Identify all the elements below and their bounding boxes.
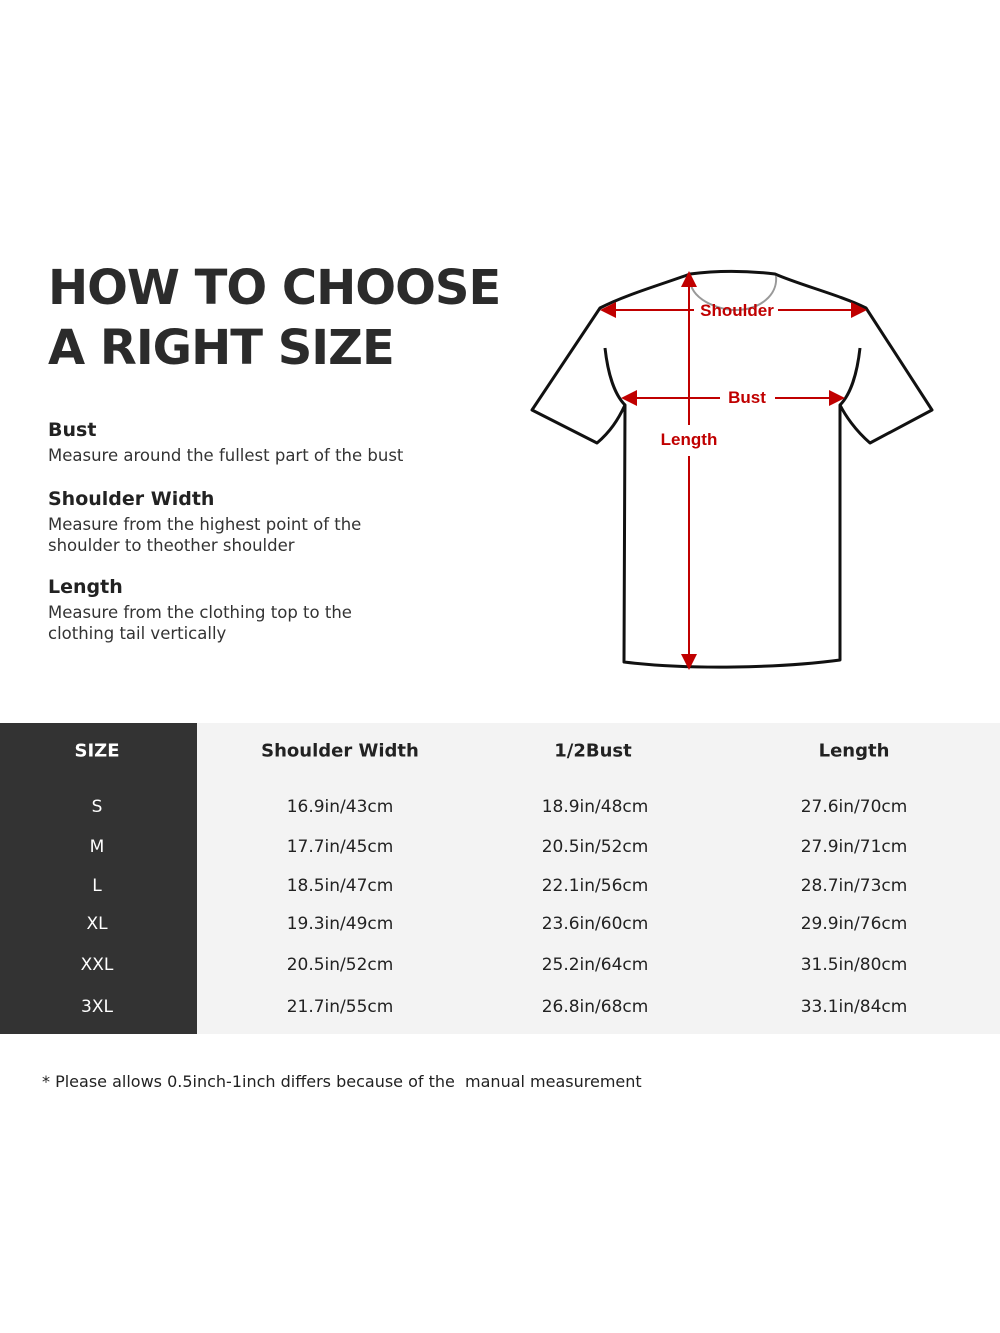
title-line-1: HOW TO CHOOSE	[48, 260, 501, 316]
definition-shoulder-width: Shoulder Width Measure from the highest …	[48, 487, 388, 556]
length-cell: 33.1in/84cm	[800, 997, 908, 1017]
definition-text: Measure from the clothing top to the clo…	[48, 603, 352, 643]
definition-term: Length	[48, 576, 123, 598]
shoulder-width-cell: 16.9in/43cm	[286, 797, 394, 817]
definition-bust: Bust Measure around the fullest part of …	[48, 418, 428, 466]
shoulder-width-cell: 18.5in/47cm	[286, 876, 394, 896]
size-cell: M	[89, 837, 105, 857]
definition-length: Length Measure from the clothing top to …	[48, 575, 378, 644]
shoulder-width-cell: 17.7in/45cm	[286, 837, 394, 857]
header-length: Length	[818, 740, 890, 762]
length-cell: 28.7in/73cm	[800, 876, 908, 896]
title-line-2: A RIGHT SIZE	[48, 320, 395, 376]
definition-text: Measure from the highest point of the sh…	[48, 515, 362, 555]
tshirt-collar	[688, 275, 778, 312]
length-label: Length	[661, 430, 718, 449]
length-cell: 27.9in/71cm	[800, 837, 908, 857]
header-shoulder-width: Shoulder Width	[261, 740, 419, 762]
size-cell: XXL	[80, 955, 114, 975]
half-bust-cell: 18.9in/48cm	[541, 797, 649, 817]
size-cell: XL	[86, 914, 108, 934]
length-cell: 29.9in/76cm	[800, 914, 908, 934]
size-cell: 3XL	[81, 997, 113, 1017]
half-bust-cell: 23.6in/60cm	[541, 914, 649, 934]
shoulder-width-cell: 20.5in/52cm	[286, 955, 394, 975]
page-title: HOW TO CHOOSE A RIGHT SIZE	[48, 258, 501, 378]
half-bust-cell: 26.8in/68cm	[541, 997, 649, 1017]
half-bust-cell: 22.1in/56cm	[541, 876, 649, 896]
half-bust-cell: 20.5in/52cm	[541, 837, 649, 857]
header-size: SIZE	[74, 740, 120, 762]
shoulder-width-cell: 21.7in/55cm	[286, 997, 394, 1017]
size-column: SIZE S M L XL XXL 3XL	[0, 723, 197, 1034]
measurement-note: * Please allows 0.5inch-1inch differs be…	[42, 1072, 642, 1091]
shoulder-label: Shoulder	[700, 301, 774, 320]
size-table: SIZE S M L XL XXL 3XL Shoulder Width 1/2…	[0, 723, 1000, 1034]
tshirt-diagram: Shoulder Bust Length	[530, 269, 934, 670]
size-cell: L	[92, 876, 102, 896]
bust-label: Bust	[728, 388, 766, 407]
shoulder-width-cell: 19.3in/49cm	[286, 914, 394, 934]
tshirt-outline	[530, 269, 934, 669]
size-cell: S	[91, 797, 103, 817]
definition-term: Bust	[48, 419, 97, 441]
length-cell: 31.5in/80cm	[800, 955, 908, 975]
length-cell: 27.6in/70cm	[800, 797, 908, 817]
half-bust-cell: 25.2in/64cm	[541, 955, 649, 975]
definition-text: Measure around the fullest part of the b…	[48, 446, 404, 465]
header-half-bust: 1/2Bust	[554, 740, 632, 762]
definition-term: Shoulder Width	[48, 488, 215, 510]
